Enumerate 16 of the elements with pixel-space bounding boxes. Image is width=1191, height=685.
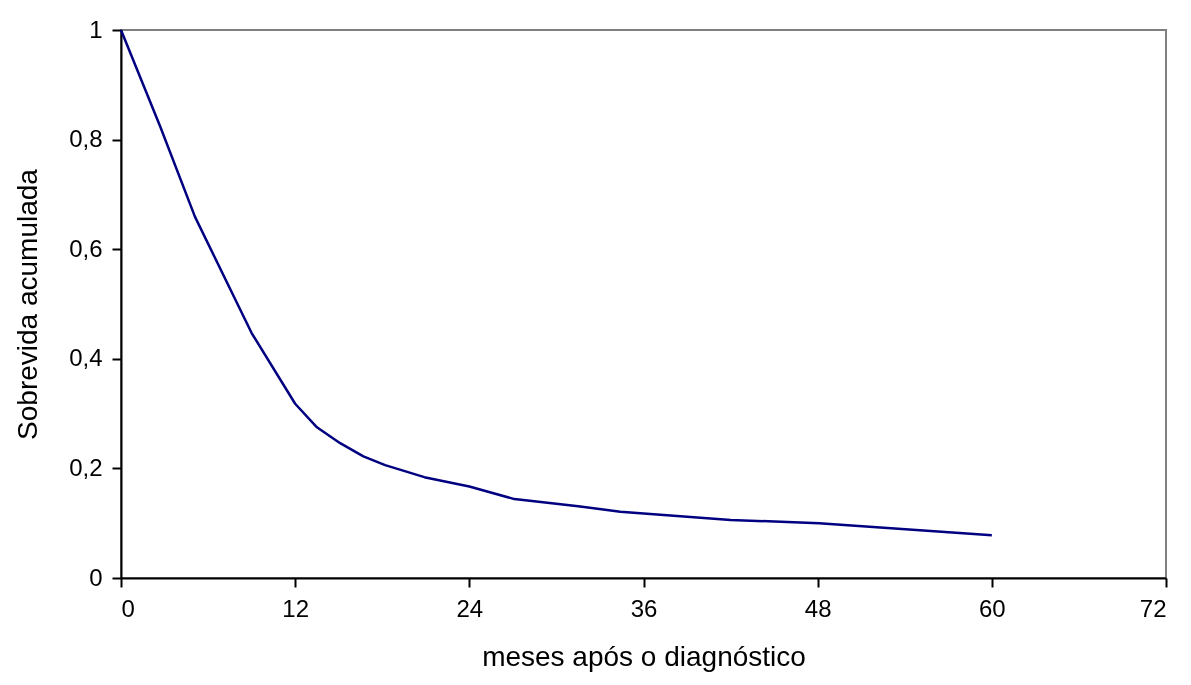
x-tick-label: 0 (121, 594, 135, 622)
y-tick-label: 0,2 (69, 453, 103, 481)
x-axis-title: meses após o diagnóstico (482, 640, 806, 672)
y-tick-label: 0 (89, 563, 103, 591)
x-tick-label: 12 (282, 594, 310, 622)
y-tick-label: 0,6 (69, 234, 103, 262)
x-tick-label: 24 (456, 594, 484, 622)
y-tick-label: 1 (89, 15, 103, 43)
x-tick-label: 72 (1139, 594, 1167, 622)
y-tick-label: 0,8 (69, 125, 103, 153)
y-axis-title: Sobrevida acumulada (12, 168, 44, 440)
x-tick-label: 48 (804, 594, 832, 622)
y-tick-label: 0,4 (69, 344, 103, 372)
x-tick-label: 60 (978, 594, 1006, 622)
x-tick-label: 36 (630, 594, 658, 622)
line-series (119, 28, 994, 537)
